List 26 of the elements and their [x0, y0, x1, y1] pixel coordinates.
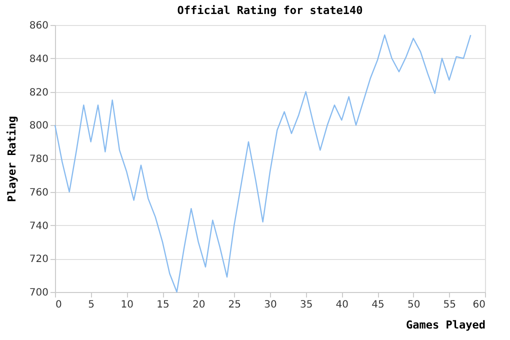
y-tick-label: 700: [29, 288, 48, 298]
chart-title: Official Rating for state140: [177, 4, 363, 17]
x-tick-label: 60: [472, 300, 486, 310]
x-tick-label: 25: [228, 300, 242, 310]
y-tick-label: 740: [29, 220, 48, 232]
y-tick-label: 820: [29, 87, 48, 98]
y-tick-label: 840: [29, 54, 48, 65]
x-tick-label: 0: [56, 300, 62, 310]
x-tick-label: 50: [407, 300, 420, 310]
y-tick-label: 760: [29, 187, 48, 198]
x-tick-label: 5: [88, 300, 95, 310]
x-axis-title: Games Played: [406, 318, 486, 332]
y-tick-label: 720: [29, 254, 48, 266]
y-tick-label: 860: [29, 20, 48, 32]
x-tick-label: 55: [443, 300, 456, 310]
y-tick-label: 780: [29, 154, 48, 165]
line-series: [54, 34, 472, 293]
x-tick-label: 40: [336, 300, 349, 310]
x-tick-label: 20: [192, 300, 206, 310]
y-axis-title: Player Rating: [5, 116, 18, 202]
x-tick-label: 30: [264, 300, 277, 310]
x-tick-label: 35: [300, 300, 313, 310]
x-tick-label: 10: [120, 300, 134, 310]
y-tick-label: 800: [29, 120, 48, 132]
x-tick-label: 45: [372, 300, 384, 310]
x-tick-label: 15: [156, 300, 170, 310]
